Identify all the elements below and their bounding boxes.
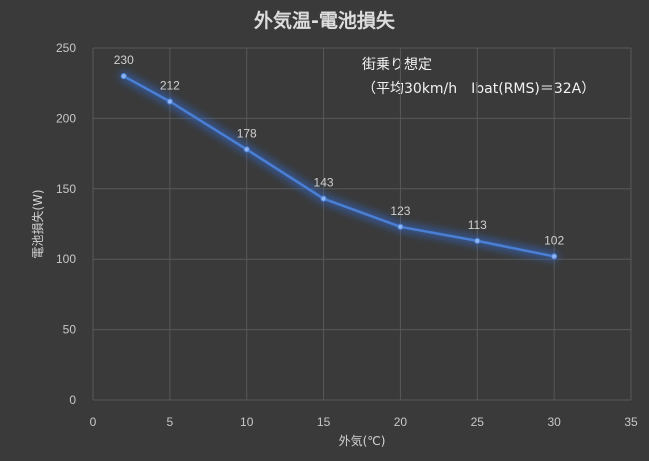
data-label: 143 bbox=[314, 176, 334, 190]
y-tick-label: 200 bbox=[56, 111, 76, 125]
data-point bbox=[397, 223, 404, 230]
chart-title: 外気温-電池損失 bbox=[254, 10, 395, 32]
data-label: 230 bbox=[114, 53, 134, 67]
annotation-line-2: （平均30km/h Ibat(RMS)＝32A） bbox=[362, 81, 596, 97]
y-tick-label: 250 bbox=[56, 41, 76, 55]
data-label: 102 bbox=[544, 233, 564, 247]
x-tick-label: 25 bbox=[471, 415, 485, 429]
data-point bbox=[166, 98, 173, 105]
y-tick-label: 150 bbox=[56, 182, 76, 196]
y-tick-label: 100 bbox=[56, 252, 76, 266]
data-label: 113 bbox=[468, 218, 487, 232]
x-tick-label: 10 bbox=[240, 415, 254, 429]
data-point bbox=[320, 195, 327, 202]
annotation-line-1: 街乗り想定 bbox=[362, 57, 432, 73]
axes: 0 50 100 150 200 250 0 5 10 15 20 25 30 35 bbox=[56, 41, 638, 429]
y-tick-label: 0 bbox=[69, 393, 76, 407]
data-point bbox=[474, 237, 481, 244]
x-tick-label: 30 bbox=[547, 415, 561, 429]
grid-lines bbox=[92, 47, 632, 401]
x-tick-label: 15 bbox=[317, 415, 331, 429]
series-line bbox=[122, 74, 556, 258]
data-labels: 230 212 178 143 123 113 102 bbox=[114, 53, 565, 247]
data-point bbox=[120, 73, 127, 80]
x-tick-label: 0 bbox=[90, 415, 97, 429]
series-line-glow bbox=[119, 71, 559, 261]
data-point bbox=[243, 146, 250, 153]
y-tick-label: 50 bbox=[63, 323, 77, 337]
x-axis-title: 外気(℃) bbox=[339, 433, 386, 448]
data-label: 178 bbox=[237, 126, 257, 140]
x-tick-label: 35 bbox=[624, 415, 638, 429]
x-tick-label: 5 bbox=[167, 415, 174, 429]
series-layer bbox=[119, 71, 559, 261]
data-point bbox=[551, 253, 558, 260]
x-tick-label: 20 bbox=[394, 415, 408, 429]
data-label: 212 bbox=[160, 79, 180, 93]
y-axis-title: 電池損失(W) bbox=[30, 189, 45, 258]
data-label: 123 bbox=[390, 204, 410, 218]
